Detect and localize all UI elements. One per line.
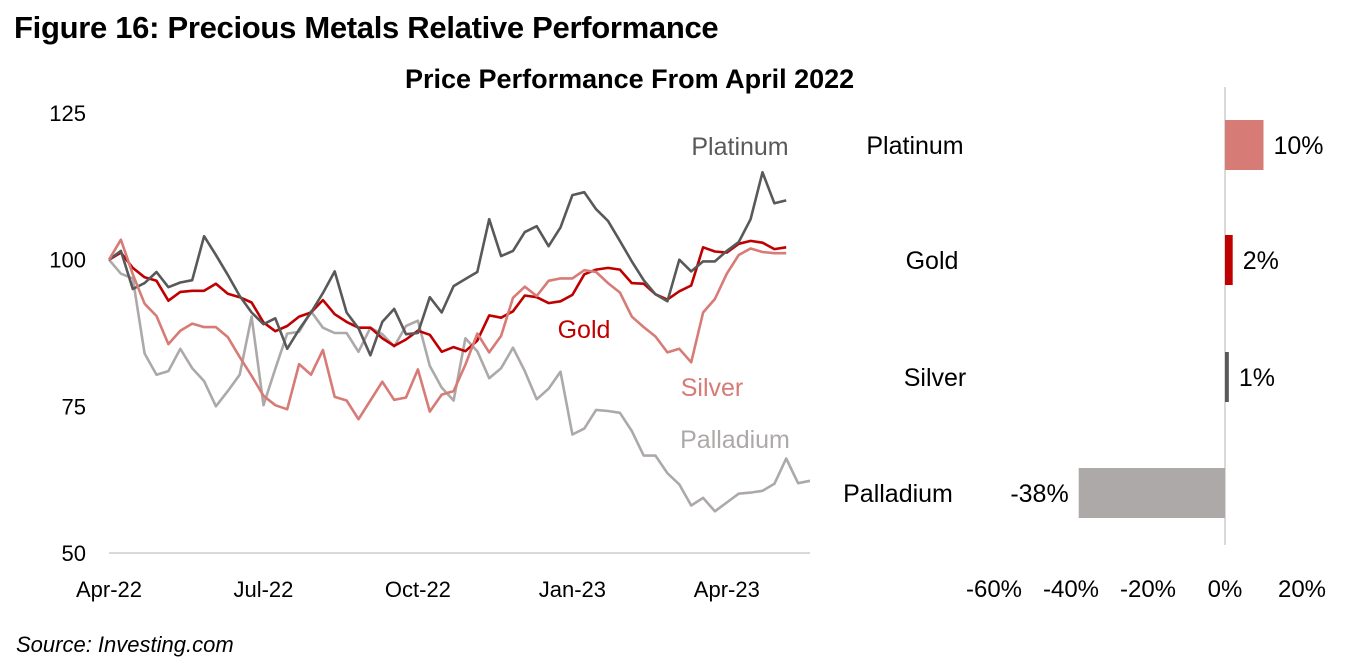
source-note: Source: Investing.com	[16, 632, 234, 657]
bar-gold	[1225, 235, 1233, 285]
bar-value-label: -38%	[1010, 480, 1068, 508]
y-tick-label: 50	[62, 541, 86, 566]
x-tick-label: Jul-22	[233, 577, 293, 602]
y-tick-label: 125	[49, 101, 86, 126]
series-line-platinum	[108, 171, 787, 357]
bar-silver	[1225, 352, 1229, 402]
x-tick-label: Jan-23	[539, 577, 606, 602]
bar-x-tick-label: -20%	[1120, 576, 1176, 603]
bar-platinum	[1225, 120, 1264, 170]
series-line-gold	[108, 239, 787, 354]
bar-category-label: Platinum	[866, 132, 963, 160]
line-chart-series	[107, 171, 811, 513]
x-tick-label: Apr-23	[694, 577, 760, 602]
series-label-platinum: Platinum	[691, 133, 788, 161]
bar-category-label: Gold	[906, 247, 959, 275]
series-label-palladium: Palladium	[680, 426, 790, 454]
x-tick-label: Oct-22	[385, 577, 451, 602]
bar-chart: Platinum 10% Gold 2% Silver 1% Palladium -38% -6…	[843, 87, 1326, 603]
series-line-silver	[107, 238, 787, 421]
chart-title: Price Performance From April 2022	[405, 64, 855, 94]
y-tick-label: 100	[49, 248, 86, 273]
bar-x-tick-label: -40%	[1043, 576, 1099, 603]
series-label-silver: Silver	[681, 374, 744, 402]
x-tick-label: Apr-22	[76, 577, 142, 602]
series-line-palladium	[108, 258, 811, 513]
bar-value-label: 1%	[1239, 364, 1275, 392]
y-tick-label: 75	[62, 394, 86, 419]
bar-x-tick-label: -60%	[966, 576, 1022, 603]
figure-title: Figure 16: Precious Metals Relative Perf…	[14, 10, 719, 45]
series-label-gold: Gold	[558, 316, 611, 344]
bar-value-label: 2%	[1243, 247, 1279, 275]
line-chart-series-labels: Platinum Gold Silver Palladium	[558, 133, 790, 454]
bar-palladium	[1078, 468, 1225, 518]
line-chart-axes: 125 100 75 50 Apr-22 Jul-22 Oct-22 Jan-23 Apr-23	[49, 101, 810, 602]
bar-x-tick-label: 0%	[1208, 576, 1243, 603]
bar-x-tick-label: 20%	[1278, 576, 1326, 603]
bar-value-label: 10%	[1274, 132, 1324, 160]
bar-category-label: Palladium	[843, 480, 953, 508]
bar-category-label: Silver	[904, 364, 967, 392]
